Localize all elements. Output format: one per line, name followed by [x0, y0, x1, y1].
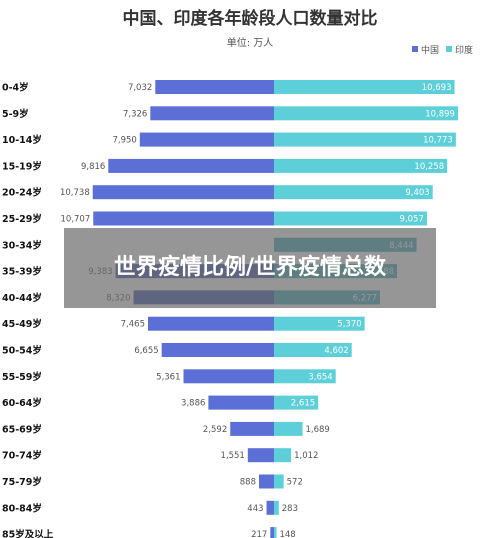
bar-india	[274, 106, 458, 121]
bar-china	[147, 316, 274, 331]
bar-china	[208, 395, 274, 410]
bar-india	[274, 80, 455, 94]
value-label-india: 10,899	[425, 109, 455, 119]
age-label: 0-4岁	[2, 82, 29, 94]
bar-india	[274, 158, 448, 173]
bar-china	[161, 343, 274, 357]
value-label-india: 9,403	[405, 188, 429, 198]
age-label: 50-54岁	[2, 345, 42, 357]
value-label-china: 7,032	[128, 83, 152, 93]
bar-india	[274, 369, 336, 384]
bar-china	[230, 421, 274, 436]
bar-india	[274, 421, 303, 436]
value-label-china: 217	[251, 530, 267, 538]
age-label: 25-29岁	[2, 213, 42, 225]
bar-china	[266, 500, 274, 515]
value-label-china: 6,655	[134, 346, 158, 356]
value-label-china: 7,465	[121, 320, 145, 330]
value-label-india: 10,258	[414, 162, 444, 172]
age-label: 10-14岁	[2, 134, 42, 146]
value-label-china: 10,738	[60, 188, 90, 198]
value-label-china: 9,816	[81, 162, 105, 172]
age-label: 5-9岁	[2, 108, 29, 120]
watermark-overlay: 世界疫情比例/世界疫情总数	[64, 228, 436, 308]
legend-label-india: 印度	[455, 44, 473, 56]
bar-india	[274, 211, 427, 226]
bar-china	[108, 158, 275, 173]
value-label-india: 283	[282, 504, 298, 514]
overlay-text: 世界疫情比例/世界疫情总数	[113, 255, 387, 280]
value-label-china: 2,592	[203, 425, 227, 435]
value-label-india: 3,654	[308, 372, 332, 382]
value-label-india: 10,773	[423, 136, 453, 146]
bar-india	[274, 395, 319, 410]
value-label-india: 148	[279, 530, 295, 538]
age-label: 70-74岁	[2, 450, 42, 462]
value-label-china: 7,950	[112, 136, 136, 146]
legend: 中国 印度	[412, 44, 473, 56]
value-label-india: 10,693	[422, 83, 452, 93]
age-label: 30-34岁	[2, 239, 42, 251]
value-label-india: 1,012	[294, 451, 318, 461]
age-label: 75-79岁	[2, 476, 42, 488]
value-label-india: 572	[287, 478, 303, 488]
value-label-china: 5,361	[156, 372, 180, 382]
bar-india	[274, 474, 284, 489]
bar-india	[274, 343, 352, 357]
bar-india	[274, 316, 365, 331]
bars-group: 0-4岁 7,032 10,693 5-9岁 7,326 10,899 10-14岁 7,95…	[2, 80, 458, 538]
age-label: 40-44岁	[2, 292, 42, 304]
bar-india	[274, 500, 279, 515]
value-label-india: 5,370	[337, 320, 361, 330]
age-label: 20-24岁	[2, 187, 42, 199]
value-label-india: 2,615	[291, 399, 315, 409]
chart-title: 中国、印度各年龄段人口数量对比	[123, 8, 378, 29]
bar-china	[92, 185, 274, 200]
value-label-china: 888	[240, 478, 256, 488]
value-label-china: 1,551	[220, 451, 244, 461]
legend-swatch-india	[446, 46, 452, 52]
bar-china	[93, 211, 274, 226]
value-label-india: 9,057	[400, 215, 424, 225]
value-label-china: 443	[247, 504, 263, 514]
bar-india	[274, 527, 277, 538]
bar-china	[183, 369, 274, 384]
bar-china	[247, 448, 274, 463]
age-label: 15-19岁	[2, 160, 42, 172]
value-label-india: 4,602	[324, 346, 348, 356]
chart-subtitle: 单位: 万人	[227, 36, 274, 49]
bar-india	[274, 185, 433, 200]
age-label: 85岁及以上	[2, 529, 54, 538]
age-label: 55-59岁	[2, 371, 42, 383]
value-label-india: 1,689	[306, 425, 330, 435]
age-label: 60-64岁	[2, 397, 42, 409]
value-label-china: 10,707	[61, 215, 91, 225]
bar-india	[274, 448, 292, 463]
bar-china	[259, 474, 274, 489]
bar-china	[270, 527, 274, 538]
bar-china	[155, 80, 274, 94]
bar-china	[139, 132, 274, 147]
value-label-china: 7,326	[123, 109, 147, 119]
age-label: 65-69岁	[2, 423, 42, 435]
age-label: 80-84岁	[2, 502, 42, 514]
age-label: 45-49岁	[2, 318, 42, 330]
value-label-china: 3,886	[181, 399, 205, 409]
age-label: 35-39岁	[2, 266, 42, 278]
legend-label-china: 中国	[421, 44, 439, 56]
bar-china	[150, 106, 274, 121]
legend-swatch-china	[412, 46, 418, 52]
bar-india	[274, 132, 456, 147]
